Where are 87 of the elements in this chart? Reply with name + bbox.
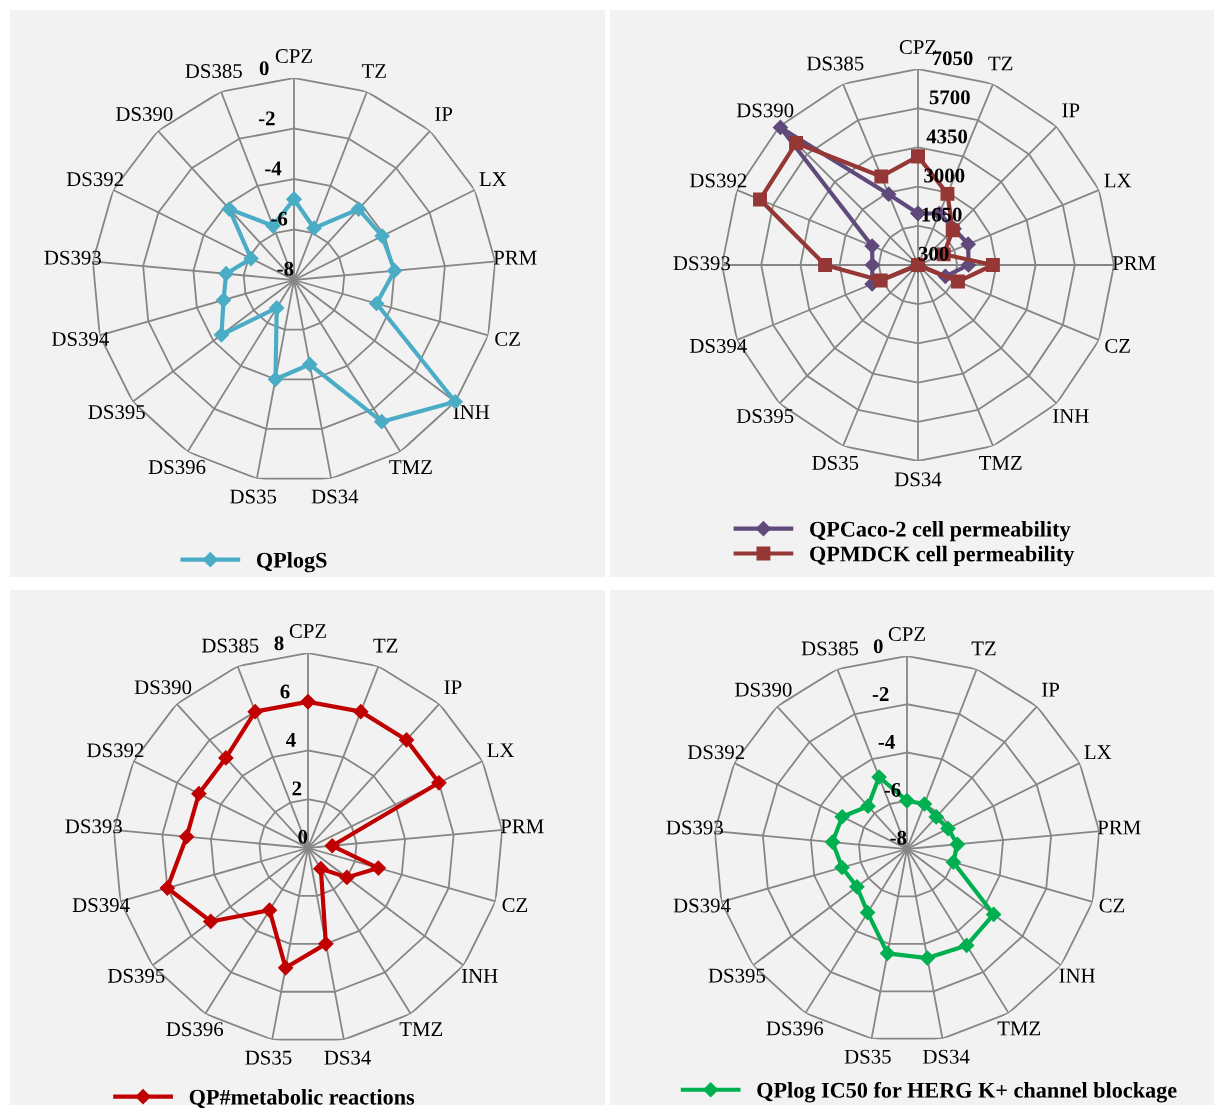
spoke-label: LX — [1084, 745, 1112, 760]
spoke-label: DS392 — [66, 172, 123, 187]
spoke-label: DS34 — [311, 489, 359, 504]
spoke-label: DS393 — [666, 820, 723, 835]
spoke-label: CPZ — [289, 624, 326, 639]
spoke-label: DS390 — [116, 106, 173, 122]
y-tick-label: 4 — [285, 733, 296, 747]
spoke-label: DS390 — [134, 680, 192, 695]
legend-label: QP#metabolic reactions — [189, 1089, 415, 1109]
spoke-label: PRM — [1112, 256, 1156, 271]
y-tick-label: 8 — [274, 636, 284, 651]
spoke-label: DS394 — [72, 898, 130, 913]
spoke-label: DS396 — [766, 1021, 824, 1036]
spoke-label: DS385 — [801, 641, 859, 656]
spoke-label: LX — [487, 743, 515, 758]
spoke-label: DS394 — [52, 332, 109, 347]
spoke-label: LX — [1104, 173, 1132, 188]
spoke-label: DS385 — [201, 638, 259, 653]
spoke-label: INH — [1053, 409, 1089, 423]
spoke-label: CPZ — [275, 49, 312, 64]
spoke-label: PRM — [500, 819, 544, 834]
spoke-label: DS34 — [894, 472, 942, 487]
spoke-label: DS394 — [689, 338, 747, 353]
spoke-label: TMZ — [997, 1021, 1041, 1036]
spoke-label: DS392 — [687, 745, 744, 760]
spoke-label: DS393 — [65, 819, 122, 834]
spoke-label: IP — [1062, 103, 1080, 118]
y-tick-label: -8 — [890, 830, 907, 845]
y-tick-label: 300 — [918, 246, 949, 261]
spoke-label: DS385 — [806, 56, 864, 71]
y-tick-label: 6 — [280, 684, 290, 699]
spoke-label: TZ — [988, 56, 1013, 71]
spoke-label: DS35 — [245, 1050, 292, 1065]
spoke-label: CZ — [502, 898, 528, 913]
spoke-label: DS395 — [107, 968, 165, 983]
spoke-label: PRM — [493, 250, 537, 265]
spoke-label: TMZ — [389, 460, 432, 474]
spoke-label: TMZ — [979, 456, 1022, 470]
spoke-label: PRM — [1097, 820, 1141, 835]
y-tick-label: -4 — [878, 735, 895, 749]
spoke-label: DS34 — [923, 1049, 970, 1064]
y-tick-label: 0 — [259, 61, 269, 76]
spoke-label: TZ — [971, 641, 996, 656]
spoke-label: DS395 — [736, 409, 794, 424]
spoke-label: DS393 — [673, 256, 730, 271]
y-tick-label: 0 — [873, 639, 883, 654]
spoke-label: CPZ — [888, 627, 925, 642]
spoke-label: DS396 — [148, 460, 206, 475]
spoke-label: CZ — [495, 332, 520, 347]
y-tick-label: -4 — [265, 161, 282, 176]
spoke-label: DS395 — [88, 405, 145, 420]
spoke-label: DS396 — [166, 1022, 224, 1037]
spoke-label: DS393 — [44, 250, 101, 265]
spoke-label: TMZ — [399, 1022, 443, 1036]
spoke-label: IP — [1042, 682, 1060, 697]
spoke-label: IP — [444, 680, 462, 695]
legend-label: QPlog IC50 for HERG K+ channel blockage — [757, 1081, 1177, 1103]
spoke-label: CZ — [1105, 338, 1130, 353]
y-tick-label: 5700 — [929, 90, 970, 105]
spoke-label: DS390 — [736, 103, 794, 118]
spoke-label: DS395 — [708, 968, 766, 983]
y-tick-label: -8 — [277, 261, 294, 276]
y-tick-label: 2 — [292, 781, 302, 796]
spoke-label: DS385 — [185, 64, 242, 79]
spoke-label: IP — [435, 107, 453, 121]
spoke-label: DS390 — [735, 682, 792, 697]
spoke-label: INH — [1059, 968, 1095, 983]
spoke-label: TZ — [361, 64, 386, 78]
legend-label: QPCaco-2 cell permeability — [810, 521, 1071, 542]
spoke-label: DS392 — [689, 173, 747, 188]
legend-label: QPMDCK cell permeability — [810, 545, 1075, 567]
spoke-label: DS34 — [324, 1050, 371, 1065]
spoke-label: INH — [453, 405, 490, 419]
y-tick-label: -2 — [872, 687, 889, 701]
spoke-label: DS394 — [673, 898, 731, 913]
spoke-label: DS35 — [230, 489, 277, 504]
spoke-label: TZ — [373, 638, 398, 653]
y-tick-label: 0 — [298, 829, 308, 844]
spoke-label: DS35 — [812, 455, 859, 470]
y-tick-label: -2 — [258, 111, 275, 126]
spoke-label: LX — [479, 172, 507, 186]
y-tick-label: 4350 — [926, 129, 968, 144]
spoke-label: CZ — [1099, 898, 1125, 913]
spoke-label: INH — [461, 969, 498, 983]
legend-label: QPlogS — [256, 552, 327, 573]
spoke-label: DS35 — [844, 1049, 891, 1064]
spoke-label: DS392 — [87, 743, 144, 758]
